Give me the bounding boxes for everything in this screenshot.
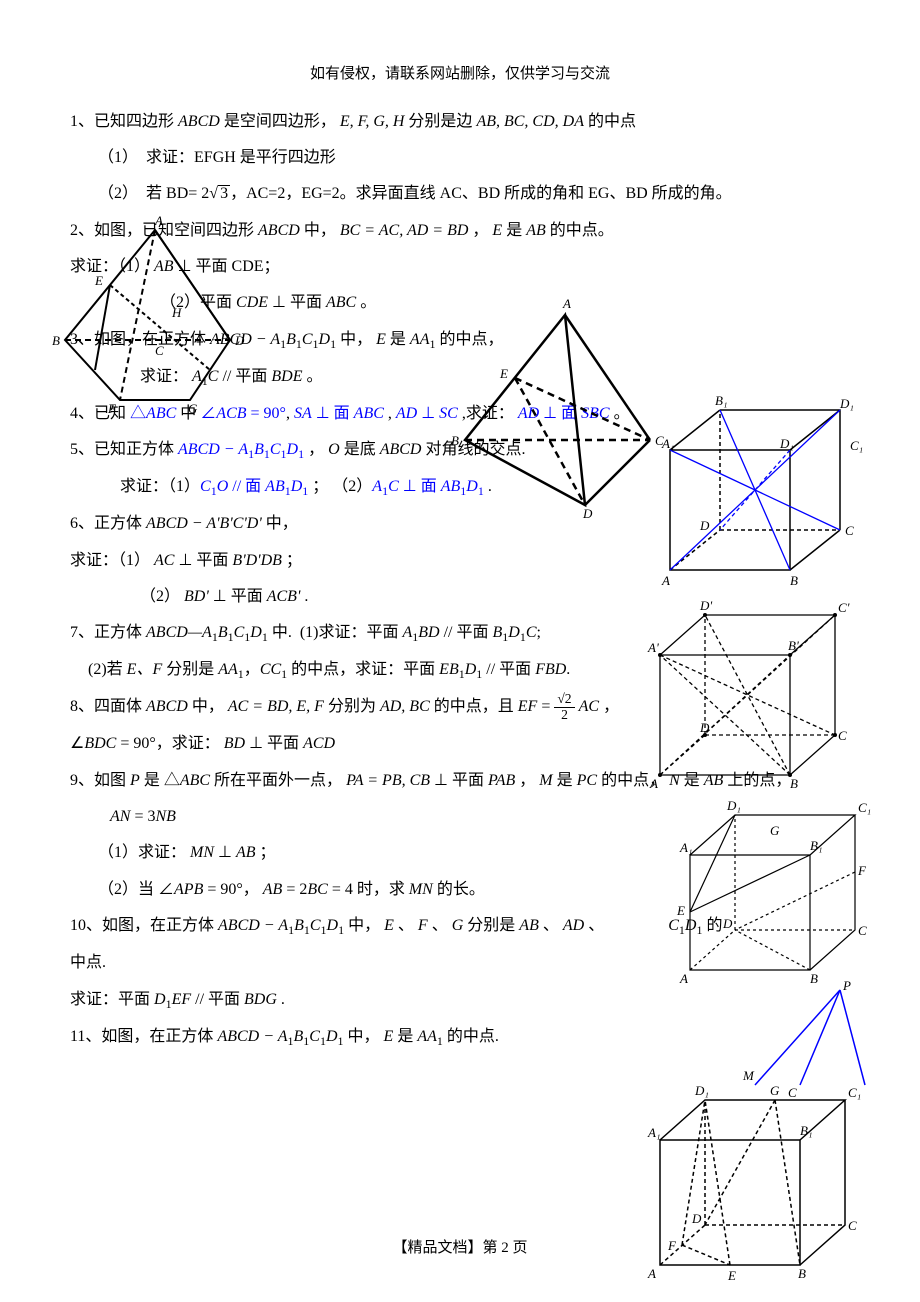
p10-text: 如图，在正方体 ABCD − A1B1C1D1 中， E 、 F 、 G 分别是… <box>102 917 722 934</box>
svg-text:C: C <box>858 923 867 938</box>
p7-text-b: (2)若 E、F 分别是 AA1，CC1 的中点，求证：平面 EB1D1 // … <box>70 655 850 686</box>
p4-text: 已知 △ABC 中 ∠ACB = 90°, SA ⊥ 面 ABC , AD ⊥ … <box>94 405 630 422</box>
problem-4: 4、已知 △ABC 中 ∠ACB = 90°, SA ⊥ 面 ABC , AD … <box>70 399 850 429</box>
p8-text-c: ∠BDC = 90°，求证： BD ⊥ 平面 ACD <box>70 729 850 759</box>
svg-text:D: D <box>691 1211 702 1226</box>
problem-9: 9、如图 P 是 △ABC 所在平面外一点， PA = PB, CB ⊥ 平面 … <box>70 766 850 796</box>
problem-10: 10、如图，在正方体 ABCD − A1B1C1D1 中， E 、 F 、 G … <box>70 911 850 942</box>
p5-text: 已知正方体 ABCD − A1B1C1D1 ， O 是底 ABCD 对角线的交点… <box>94 441 525 458</box>
p7-text-a: 正方体 ABCD—A1B1C1D1 中. (1)求证：平面 A1BD // 平面… <box>94 624 541 641</box>
svg-text:C₁: C₁ <box>848 1085 861 1100</box>
svg-text:C: C <box>788 1085 797 1100</box>
p2-sub2: （2）平面 CDE ⊥ 平面 ABC 。 <box>70 288 850 318</box>
svg-text:B: B <box>798 1266 806 1281</box>
p9-sub2: （2）当 ∠APB = 90°， AB = 2BC = 4 时，求 MN 的长。 <box>70 875 850 905</box>
svg-text:M: M <box>742 1068 755 1083</box>
problem-2: 2、如图，已知空间四边形 ABCD 中， BC = AC, AD = BD ， … <box>70 216 850 246</box>
problem-7: 7、正方体 ABCD—A1B1C1D1 中. (1)求证：平面 A1BD // … <box>70 618 850 649</box>
problem-3: 3、如图，在正方体 ABCD − A1B1C1D1 中， E 是 AA1 的中点… <box>70 325 850 356</box>
p9-an: AN = 3NB <box>70 802 850 832</box>
p2-sub1: （1） AB ⊥ 平面 CDE； <box>118 258 280 275</box>
p9-text: 如图 P 是 △ABC 所在平面外一点， PA = PB, CB ⊥ 平面 PA… <box>94 772 791 789</box>
svg-text:D₁: D₁ <box>694 1083 709 1098</box>
p1-sub2: （2） 若 BD= 2√3，AC=2，EG=2。求异面直线 AC、BD 所成的角… <box>70 179 850 209</box>
svg-text:G: G <box>770 1083 780 1098</box>
svg-text:C₁: C₁ <box>850 438 863 453</box>
p2-text: 如图，已知空间四边形 ABCD 中， BC = AC, AD = BD ， E … <box>94 222 614 239</box>
p10-prove: 求证：平面 D1EF // 平面 BDG . <box>70 985 850 1016</box>
p8-text: 四面体 ABCD 中， AC = BD, E, F 分别为 AD, BC 的中点… <box>94 698 619 715</box>
problem-6: 6、正方体 ABCD − A'B'C'D' 中， <box>70 509 850 539</box>
svg-text:C₁: C₁ <box>858 800 871 815</box>
p1-text: 已知四边形 ABCD 是空间四边形， E, F, G, H 分别是边 AB, B… <box>94 113 636 130</box>
p3-text: 如图，在正方体 ABCD − A1B1C1D1 中， E 是 AA1 的中点， <box>94 331 503 348</box>
svg-text:B: B <box>52 333 60 348</box>
p3-prove: 求证： A1C // 平面 BDE 。 <box>70 362 850 393</box>
problem-5: 5、已知正方体 ABCD − A1B1C1D1 ， O 是底 ABCD 对角线的… <box>70 435 850 466</box>
document-page: 如有侵权，请联系网站删除，仅供学习与交流 1、已知四边形 ABCD 是空间四边形… <box>0 0 920 1302</box>
problem-8: 8、四面体 ABCD 中， AC = BD, E, F 分别为 AD, BC 的… <box>70 692 850 723</box>
svg-text:A: A <box>647 1266 656 1281</box>
p9-sub1: （1）求证： MN ⊥ AB ； <box>70 838 850 868</box>
svg-text:F: F <box>857 863 867 878</box>
page-footer: 【精品文档】第 2 页 <box>0 1234 920 1263</box>
problem-11: 11、如图，在正方体 ABCD − A1B1C1D1 中， E 是 AA1 的中… <box>70 1022 850 1053</box>
svg-text:B₁: B₁ <box>800 1123 812 1138</box>
svg-text:E: E <box>727 1268 736 1283</box>
p2-prove: 求证：（1） AB ⊥ 平面 CDE； <box>70 252 850 282</box>
p6-text: 正方体 ABCD − A'B'C'D' 中， <box>94 515 298 532</box>
p10-text-c: 中点. <box>70 948 850 978</box>
p11-text: 如图，在正方体 ABCD − A1B1C1D1 中， E 是 AA1 的中点. <box>101 1028 498 1045</box>
p6-sub1: 求证：（1） AC ⊥ 平面 B'D'DB ； <box>70 546 850 576</box>
p1-sub1: （1） 求证：EFGH 是平行四边形 <box>70 143 850 173</box>
svg-text:A₁: A₁ <box>647 1125 660 1140</box>
svg-text:C: C <box>848 1218 857 1233</box>
p5-prove: 求证：（1）C1O // 面 AB1D1 ； （2）A1C ⊥ 面 AB1D1 … <box>70 472 850 503</box>
problem-1: 1、已知四边形 ABCD 是空间四边形， E, F, G, H 分别是边 AB,… <box>70 107 850 137</box>
p6-sub2: （2） BD' ⊥ 平面 ACB' . <box>70 582 850 612</box>
p1-num: 1、 <box>70 113 94 130</box>
header-note: 如有侵权，请联系网站删除，仅供学习与交流 <box>70 60 850 89</box>
